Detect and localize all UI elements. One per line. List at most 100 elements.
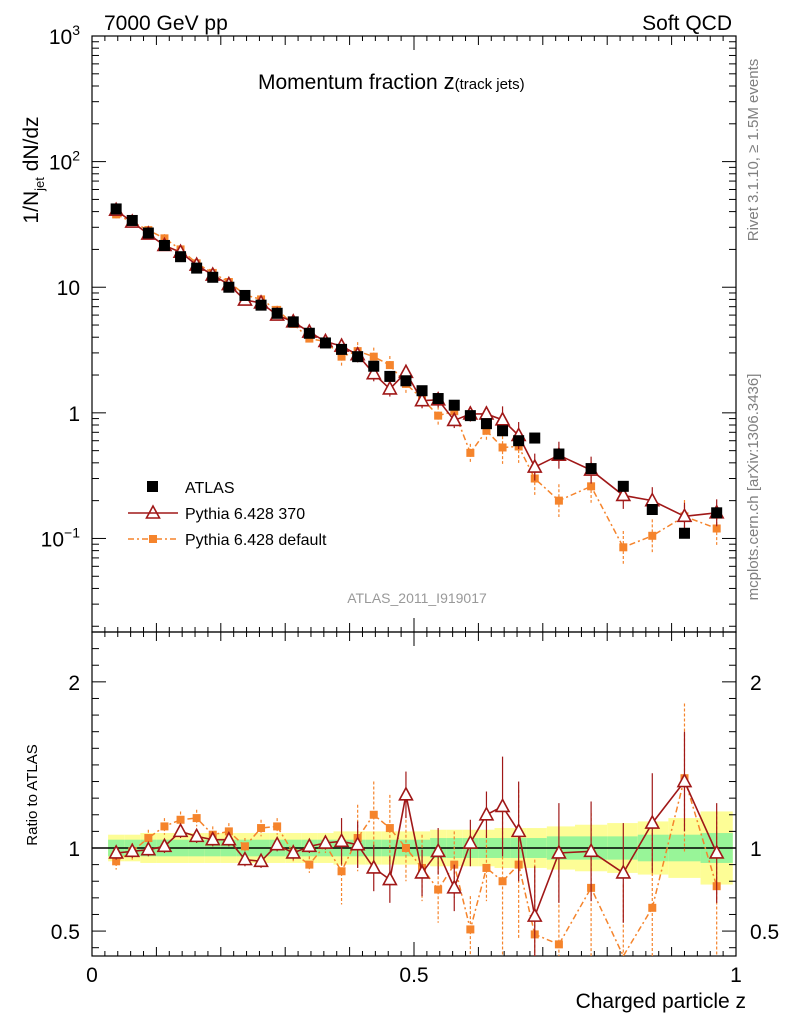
pythia-default-point xyxy=(385,361,394,370)
atlas-point xyxy=(529,432,541,444)
ratio-y-tick-label: 1 xyxy=(68,838,80,861)
main-panel-content xyxy=(108,201,725,564)
atlas-point xyxy=(303,327,315,339)
atlas-point xyxy=(513,435,525,447)
atlas-point xyxy=(336,343,348,355)
legend-pythia-default-marker xyxy=(149,535,157,543)
atlas-point xyxy=(585,463,597,475)
atlas-point xyxy=(175,251,187,263)
pythia-default-point xyxy=(498,443,507,452)
ratio-pythia-370-point xyxy=(172,822,189,838)
ratio-pythia-default-point xyxy=(554,940,563,949)
atlas-point xyxy=(678,527,690,539)
ratio-y-tick-label-right: 0.5 xyxy=(750,921,779,944)
atlas-point xyxy=(207,271,219,283)
y-tick-label: 1 xyxy=(68,403,80,426)
x-axis-label: Charged particle z xyxy=(576,990,746,1013)
ratio-pythia-default-point xyxy=(257,824,266,833)
pythia-370-point xyxy=(365,364,382,380)
ratio-pythia-370-point xyxy=(365,859,382,874)
ratio-pythia-370-point xyxy=(221,831,237,846)
pythia-370-point xyxy=(382,380,398,395)
ratio-pythia-370-point xyxy=(253,852,269,868)
rivet-label: Rivet 3.1.10, ≥ 1.5M events xyxy=(745,59,762,242)
analysis-watermark: ATLAS_2011_I919017 xyxy=(347,590,487,606)
ratio-pythia-370-point xyxy=(462,834,479,849)
pythia-default-point xyxy=(587,482,596,491)
atlas-point xyxy=(617,480,629,492)
ratio-pythia-370-point xyxy=(204,831,221,846)
atlas-point xyxy=(142,227,154,239)
ratio-pythia-370-point xyxy=(333,832,350,848)
ratio-pythia-default-point xyxy=(498,877,507,886)
pythia-370-point xyxy=(494,411,511,426)
ratio-pythia-370-point xyxy=(188,827,205,843)
ratio-pythia-default-point xyxy=(401,844,410,852)
ratio-pythia-370-point xyxy=(301,837,318,853)
ratio-pythia-default-point xyxy=(434,885,443,894)
ratio-pythia-default-point xyxy=(466,925,475,934)
pythia-370-point xyxy=(446,411,463,427)
ratio-pythia-370-point xyxy=(446,879,463,894)
legend: ATLAS Pythia 6.428 370 Pythia 6.428 defa… xyxy=(128,480,327,549)
atlas-point xyxy=(368,360,380,372)
y-tick-label: 10−1 xyxy=(41,524,81,551)
x-tick-label: 0 xyxy=(86,964,98,987)
header-right: Soft QCD xyxy=(642,12,732,35)
atlas-point xyxy=(126,214,138,226)
ratio-pythia-370-point xyxy=(526,907,543,922)
atlas-point xyxy=(239,289,251,301)
atlas-point xyxy=(287,316,299,328)
header-left: 7000 GeV pp xyxy=(104,12,228,35)
atlas-point xyxy=(646,504,658,516)
atlas-point xyxy=(255,299,267,311)
pythia-default-point xyxy=(434,411,443,420)
mcplots-label: mcplots.cern.ch [arXiv:1306.3436] xyxy=(745,374,762,601)
ratio-panel-frame xyxy=(91,631,737,957)
atlas-point xyxy=(711,507,723,519)
y-tick-label: 102 xyxy=(49,148,80,175)
ratio-pythia-370-point xyxy=(615,864,632,879)
ratio-pythia-default-point xyxy=(385,824,394,833)
legend-atlas-marker xyxy=(147,481,158,492)
pythia-default-point xyxy=(712,524,721,533)
atlas-point xyxy=(400,375,412,387)
y-tick-label: 103 xyxy=(49,22,80,49)
pythia-default-point xyxy=(554,496,563,505)
pythia-default-point xyxy=(369,352,378,361)
ratio-pythia-370-point xyxy=(583,842,599,858)
ratio-pythia-370-point xyxy=(285,844,302,859)
pythia-370-point xyxy=(676,507,693,523)
ratio-pythia-default-point xyxy=(192,814,201,823)
atlas-point xyxy=(319,337,331,349)
ratio-pythia-default-point xyxy=(240,842,249,851)
atlas-point xyxy=(223,281,235,293)
ratio-pythia-370-point xyxy=(551,844,567,859)
ratio-pythia-default-point xyxy=(648,903,657,912)
pythia-default-point xyxy=(482,426,491,435)
ratio-pythia-default-point xyxy=(176,815,185,824)
atlas-point xyxy=(158,239,170,251)
ratio-y-tick-label: 2 xyxy=(68,672,80,695)
pythia-default-point xyxy=(466,448,475,457)
ratio-pythia-370-point xyxy=(430,842,446,858)
ratio-pythia-370-point xyxy=(156,837,173,853)
ratio-uncertainty-bands xyxy=(92,811,736,885)
ratio-pythia-default-point xyxy=(369,810,378,819)
atlas-point xyxy=(110,203,122,215)
ratio-pythia-370-point xyxy=(108,844,124,859)
ratio-pythia-370-point xyxy=(494,797,511,813)
ratio-pythia-default-point xyxy=(305,860,314,869)
atlas-point xyxy=(191,262,203,274)
y-tick-label: 10 xyxy=(57,277,80,300)
ratio-pythia-370-point xyxy=(237,850,253,866)
pythia-370-line xyxy=(115,209,717,518)
x-tick-label: 0.5 xyxy=(399,964,428,987)
ratio-pythia-370-point xyxy=(414,864,430,879)
ratio-pythia-370-point xyxy=(140,840,157,856)
ratio-y-axis-label: Ratio to ATLAS xyxy=(24,744,41,845)
ratio-pythia-370-point xyxy=(708,844,725,859)
ratio-pythia-370-point xyxy=(349,835,366,851)
